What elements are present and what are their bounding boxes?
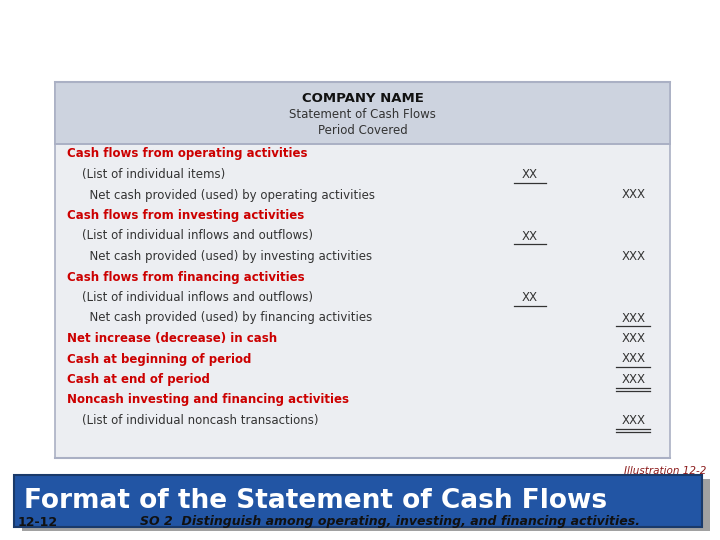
Text: SO 2  Distinguish among operating, investing, and financing activities.: SO 2 Distinguish among operating, invest… (140, 516, 640, 529)
Text: Cash at end of period: Cash at end of period (67, 373, 210, 386)
Text: Period Covered: Period Covered (318, 124, 408, 137)
Text: Net increase (decrease) in cash: Net increase (decrease) in cash (67, 332, 277, 345)
Text: XX: XX (522, 291, 538, 304)
Text: Net cash provided (used) by operating activities: Net cash provided (used) by operating ac… (67, 188, 375, 201)
Text: XXX: XXX (622, 353, 646, 366)
Text: Cash flows from financing activities: Cash flows from financing activities (67, 271, 305, 284)
Text: XX: XX (522, 230, 538, 242)
Text: (List of individual inflows and outflows): (List of individual inflows and outflows… (67, 230, 313, 242)
Text: XXX: XXX (622, 250, 646, 263)
Bar (55, 82, 670, 458)
Text: 12-12: 12-12 (18, 516, 58, 529)
Bar (14, 475, 702, 527)
Text: Net cash provided (used) by investing activities: Net cash provided (used) by investing ac… (67, 250, 372, 263)
Text: (List of individual inflows and outflows): (List of individual inflows and outflows… (67, 291, 313, 304)
Text: XXX: XXX (622, 332, 646, 345)
Text: XXX: XXX (622, 414, 646, 427)
Text: (List of individual items): (List of individual items) (67, 168, 225, 181)
Text: Illustration 12-2: Illustration 12-2 (624, 466, 706, 476)
Text: Statement of Cash Flows: Statement of Cash Flows (289, 107, 436, 120)
Bar (55, 82, 670, 144)
Text: Cash flows from operating activities: Cash flows from operating activities (67, 147, 307, 160)
Text: XXX: XXX (622, 312, 646, 325)
Text: XXX: XXX (622, 188, 646, 201)
Bar (22, 479, 710, 531)
Text: Cash at beginning of period: Cash at beginning of period (67, 353, 251, 366)
Text: XXX: XXX (622, 373, 646, 386)
Text: XX: XX (522, 168, 538, 181)
Text: Cash flows from investing activities: Cash flows from investing activities (67, 209, 305, 222)
Text: Net cash provided (used) by financing activities: Net cash provided (used) by financing ac… (67, 312, 372, 325)
Text: Noncash investing and financing activities: Noncash investing and financing activiti… (67, 394, 349, 407)
Text: (List of individual noncash transactions): (List of individual noncash transactions… (67, 414, 318, 427)
Text: Format of the Statement of Cash Flows: Format of the Statement of Cash Flows (24, 488, 607, 514)
Text: COMPANY NAME: COMPANY NAME (302, 91, 423, 105)
